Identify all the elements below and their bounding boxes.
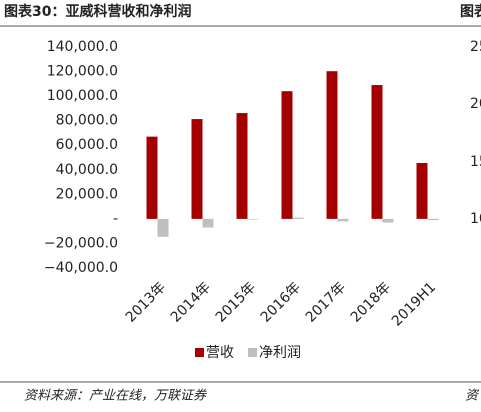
y-tick-label: −40,000.0 xyxy=(44,260,118,276)
bar xyxy=(371,85,383,219)
neighbor-title: 图表 xyxy=(460,3,481,20)
bar xyxy=(326,71,338,219)
x-tick-label: 2013年 xyxy=(123,279,169,325)
legend-swatch xyxy=(195,348,204,357)
y-tick-label: - xyxy=(113,211,118,227)
bar xyxy=(146,136,158,219)
y-tick-label: 80,000.0 xyxy=(56,113,118,129)
bar xyxy=(427,218,439,221)
y-tick-label: 120,000.0 xyxy=(47,64,118,80)
bar xyxy=(157,218,169,237)
bar xyxy=(247,218,259,220)
legend-label: 营收 xyxy=(206,345,234,361)
x-tick-label: 2014年 xyxy=(168,279,214,325)
y-tick-label: 60,000.0 xyxy=(56,137,118,153)
x-tick-label: 2019H1 xyxy=(389,279,439,329)
source: 资料来源：产业在线，万联证券 xyxy=(24,389,207,404)
bar xyxy=(281,91,293,219)
bar xyxy=(191,119,203,219)
y-tick-label: 20,000.0 xyxy=(56,186,118,202)
neighbor-tick-label: 20 xyxy=(470,96,481,112)
y-tick-label: −20,000.0 xyxy=(44,235,118,251)
bar xyxy=(236,113,248,219)
neighbor-tick-label: 25 xyxy=(470,39,481,55)
neighbor-tick-label: 10 xyxy=(470,211,481,227)
legend-label: 净利润 xyxy=(259,345,301,361)
bar xyxy=(292,217,304,219)
y-tick-label: 40,000.0 xyxy=(56,162,118,178)
x-tick-label: 2018年 xyxy=(348,279,394,325)
bar xyxy=(382,218,394,223)
legend-swatch xyxy=(248,348,257,357)
neighbor-source: 资 xyxy=(465,389,480,404)
neighbor-tick-label: 15 xyxy=(470,154,481,170)
x-tick-label: 2015年 xyxy=(213,279,259,325)
bar xyxy=(416,163,428,219)
x-tick-label: 2016年 xyxy=(258,279,304,325)
chart-title: 图表30：亚威科营收和净利润 xyxy=(4,3,191,20)
y-tick-label: 100,000.0 xyxy=(47,88,118,104)
x-tick-label: 2017年 xyxy=(303,279,349,325)
bar xyxy=(202,218,214,228)
y-tick-label: 140,000.0 xyxy=(47,39,118,55)
bar xyxy=(337,218,349,222)
